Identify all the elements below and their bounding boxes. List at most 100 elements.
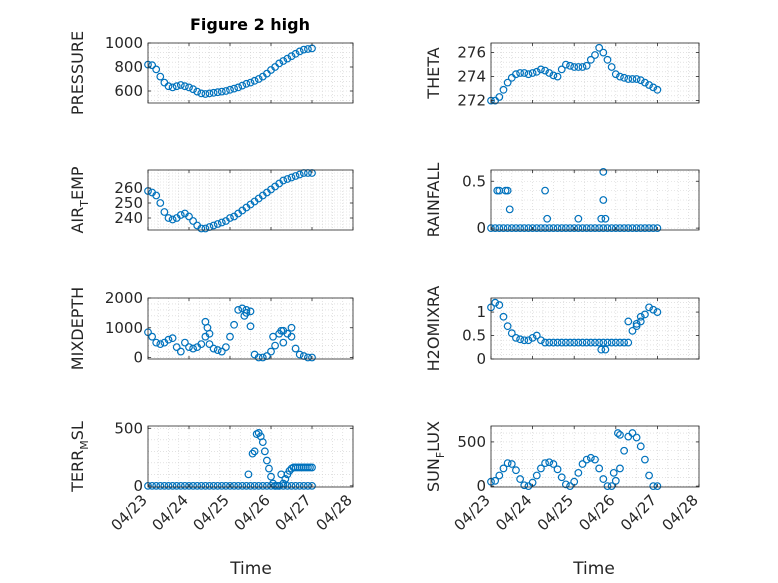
data-point [561,338,570,347]
data-point [189,85,198,94]
data-point [250,76,259,85]
data-point [242,308,251,317]
data-point [168,334,177,343]
data-point [205,329,214,338]
data-point [164,82,173,91]
data-point [641,78,649,87]
axes-box [490,425,700,488]
data-point [279,338,288,347]
data-point [493,186,502,195]
data-point [246,481,255,490]
data-point [226,214,234,222]
y-axis-label-main: TERR [68,450,87,493]
data-point [607,482,616,491]
data-point [250,481,259,490]
data-point [501,186,510,195]
data-point [209,221,218,230]
data-point [254,75,263,83]
data-point [636,76,645,85]
data-point [528,69,537,77]
data-point [545,69,554,77]
data-point [197,481,206,490]
y-tick-label: 0.5 [462,172,486,190]
y-axis-label-main: SUN [424,458,443,492]
data-point [495,471,504,480]
data-point [520,481,529,490]
y-tick-label: 2000 [105,289,143,307]
data-point [279,176,288,185]
data-point [258,353,267,362]
subplot-rainfall: 0 0.5 RAINFALL [424,163,700,237]
data-point [213,346,222,354]
data-point [283,481,292,490]
data-point [566,61,574,70]
data-point [503,224,512,233]
data-point [599,338,608,347]
data-point [636,312,645,321]
data-point [553,465,562,474]
data-point [295,481,304,490]
data-point [603,224,612,233]
data-point [156,340,165,349]
data-point [566,224,574,233]
data-point [499,464,508,473]
data-point [267,472,275,481]
data-point [152,191,161,200]
data-point [152,65,161,74]
data-point [291,172,300,180]
y-tick-label: 0 [476,219,486,237]
data-point [156,481,165,490]
data-point [578,460,587,468]
data-point [628,224,637,233]
data-point [217,218,226,227]
y-tick-label: 0.5 [462,327,486,345]
y-tick-label: 276 [457,44,486,62]
data-point [599,196,608,204]
data-point [649,482,658,491]
subplot-mixdepth: 0 1000 2000 MIXDEPTH [68,287,354,370]
data-point [246,78,255,87]
data-point [653,308,662,316]
data-point [283,175,292,183]
data-point [553,338,562,347]
data-point [524,224,533,233]
data-point [152,481,161,490]
data-point [491,476,500,485]
data-point [591,338,599,347]
data-point [586,224,595,233]
data-point [258,438,267,447]
data-point [172,481,181,490]
data-point [507,224,516,233]
data-point [537,224,545,233]
data-point [582,61,591,70]
data-point [152,338,161,347]
data-point [624,75,633,83]
data-point [645,303,653,312]
data-point [507,329,516,338]
data-point [641,310,649,319]
y-axis-label: H2OMIXRA [424,286,443,372]
data-point [597,214,606,223]
data-point [616,224,624,233]
data-point [234,83,243,92]
y-tick-label: 600 [114,82,143,100]
y-tick-label: 240 [114,209,143,227]
data-point [645,224,653,233]
data-point [495,224,504,233]
data-point [185,83,193,92]
data-point [524,70,533,79]
data-point [503,459,512,468]
data-point [265,464,273,473]
data-point [553,72,562,81]
data-point [543,214,552,223]
data-point [545,338,554,347]
data-point [545,224,554,233]
data-point [176,481,185,490]
data-point [624,338,633,347]
data-point [599,224,608,233]
data-point [244,470,253,479]
data-point [586,55,595,64]
data-point [549,71,558,80]
data-point [512,224,520,233]
